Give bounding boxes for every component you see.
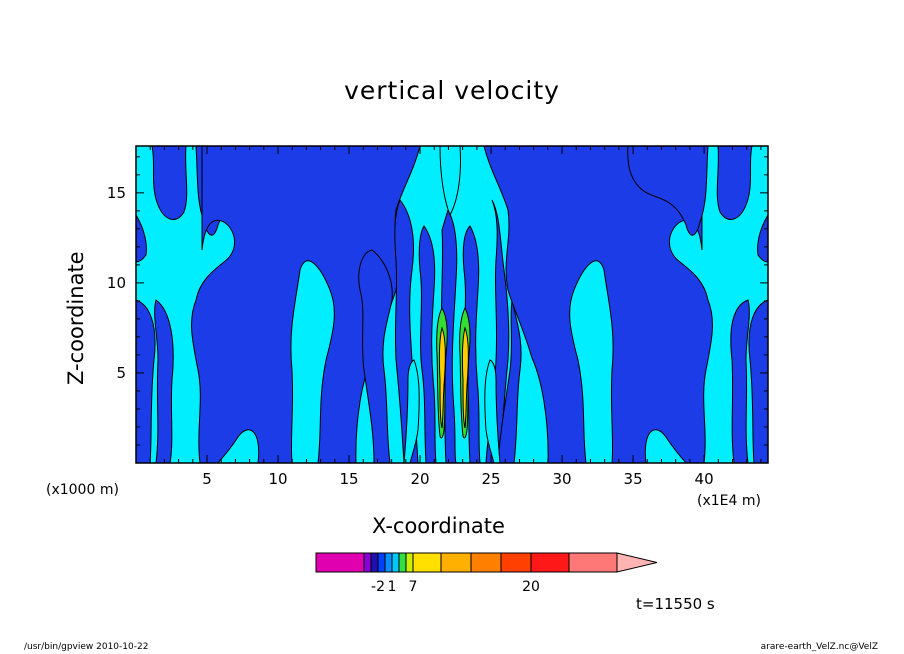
x-unit-left: (x1000 m)	[46, 482, 119, 498]
x-tick-label: 5	[202, 470, 212, 488]
updraft-cores	[436, 306, 471, 439]
colorbar-segment	[377, 552, 386, 573]
contour-field	[136, 146, 768, 463]
x-tick-label: 20	[410, 470, 429, 488]
colorbar	[315, 552, 658, 573]
colorbar-segment	[370, 552, 379, 573]
x-tick-label: 30	[553, 470, 572, 488]
x-tick-label: 35	[624, 470, 643, 488]
negative-regions	[136, 146, 768, 463]
x-tick-label: 10	[268, 470, 287, 488]
colorbar-segment	[568, 552, 618, 573]
colorbar-level-label: 1	[388, 579, 397, 595]
colorbar-segment	[470, 552, 502, 573]
x-unit-right: (x1E4 m)	[697, 493, 761, 509]
x-tick-label: 40	[695, 470, 714, 488]
y-axis-label: Z-coordinate	[64, 251, 88, 385]
y-tick-label: 5	[116, 364, 126, 382]
colorbar-level-label: 20	[522, 579, 540, 595]
colorbar-segment	[412, 552, 442, 573]
y-tick-label: 15	[107, 184, 126, 202]
colorbar-segment	[398, 552, 407, 573]
colorbar-segment	[384, 552, 393, 573]
x-axis-label: X-coordinate	[372, 514, 505, 538]
colorbar-segment	[405, 552, 414, 573]
y-tick-label: 10	[107, 274, 126, 292]
x-tick-label: 25	[482, 470, 501, 488]
colorbar-segment	[440, 552, 472, 573]
colorbar-labels: -2 1 7 20	[371, 579, 540, 595]
colorbar-segment	[363, 552, 372, 573]
colorbar-segment	[500, 552, 532, 573]
time-label: t=11550 s	[636, 595, 715, 613]
colorbar-level-label: 7	[409, 579, 418, 595]
colorbar-segment	[315, 552, 365, 573]
x-tick-label: 15	[339, 470, 358, 488]
positive-pockets	[403, 146, 501, 463]
colorbar-level-label: -2	[371, 579, 385, 595]
footer-left: /usr/bin/gpview 2010-10-22	[24, 642, 149, 652]
axis-tick-labels: 5 10 15 20 25 30 35 40 5 10 15	[107, 184, 714, 488]
footer-right: arare-earth_VelZ.nc@VelZ	[760, 642, 878, 652]
plot-frame	[135, 145, 769, 464]
axis-ticks	[136, 146, 768, 463]
colorbar-segment	[391, 552, 400, 573]
chart-title: vertical velocity	[344, 76, 560, 105]
colorbar-segment	[530, 552, 570, 573]
colorbar-extend-arrow	[616, 552, 658, 573]
